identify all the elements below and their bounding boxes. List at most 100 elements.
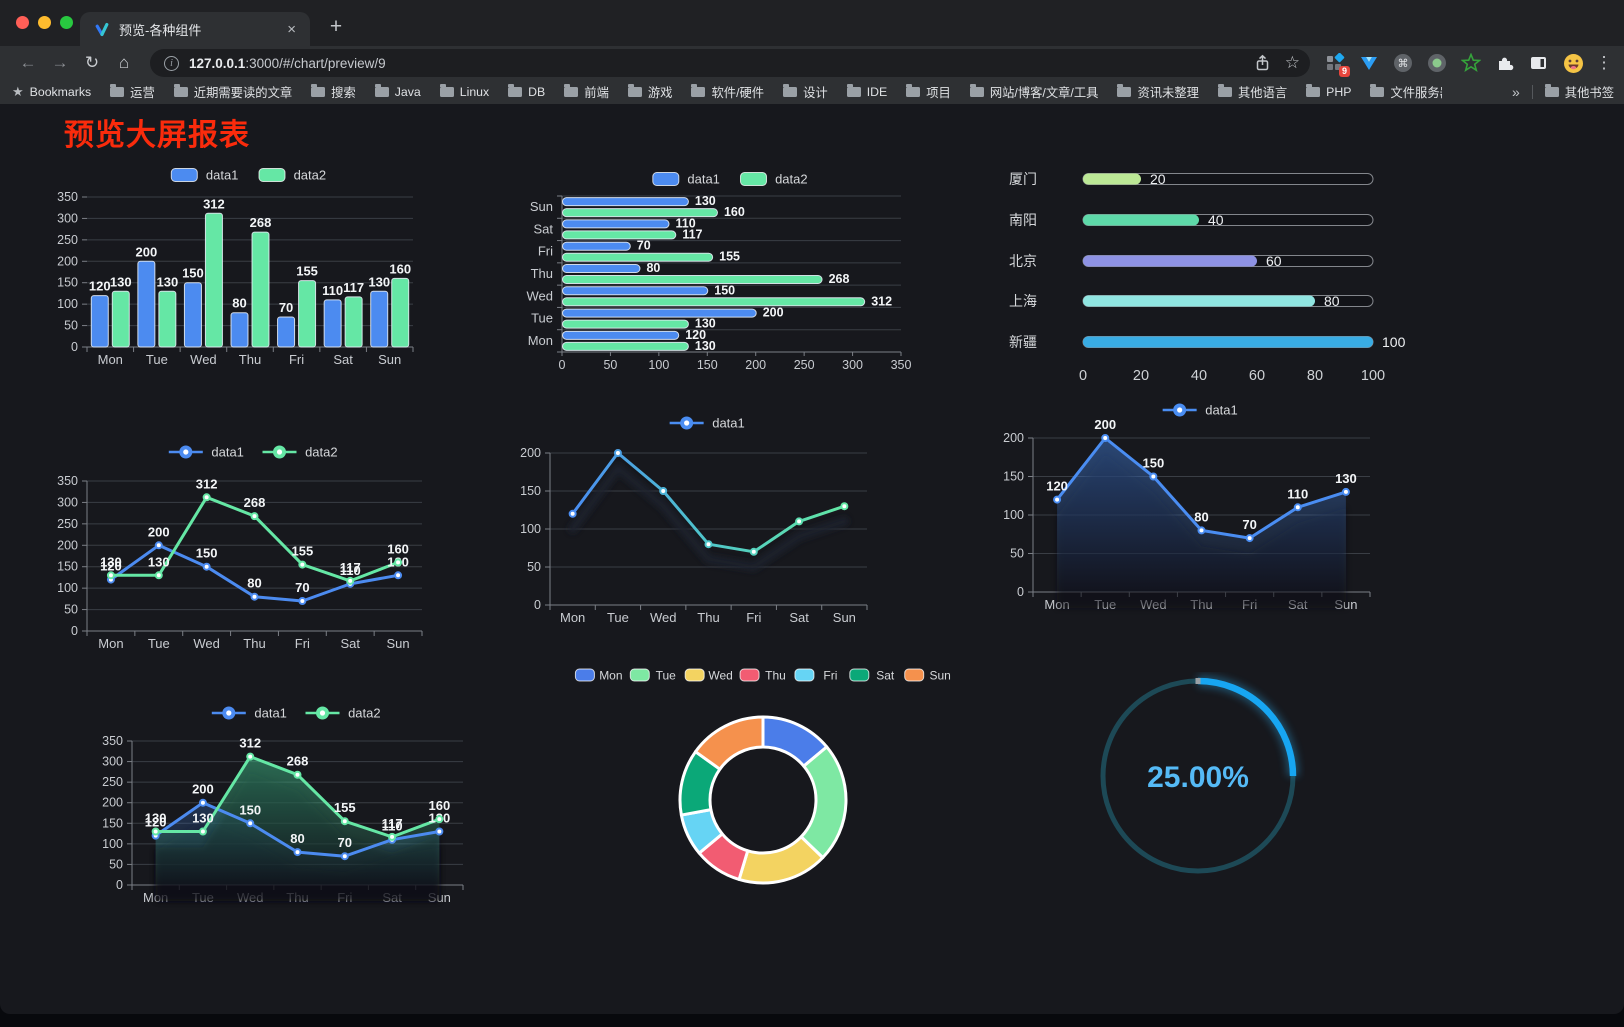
legend-item-Fri[interactable]: Fri — [794, 668, 837, 682]
legend-item-data1[interactable]: data1 — [211, 706, 287, 721]
site-info-icon[interactable]: i — [164, 55, 179, 71]
legend-item-data2[interactable]: data2 — [262, 445, 338, 460]
legend-item-data1[interactable]: data1 — [652, 172, 720, 187]
bookmark-folder[interactable]: 设计 — [783, 83, 828, 101]
bookmark-folder[interactable]: Linux — [439, 84, 489, 99]
svg-text:20: 20 — [1150, 171, 1166, 187]
marker — [1197, 526, 1206, 535]
marker — [613, 449, 622, 457]
svg-text:50: 50 — [1010, 547, 1024, 561]
tab-close-icon[interactable]: × — [287, 20, 296, 38]
sidepanel-icon[interactable] — [1528, 52, 1550, 74]
vue-devtools-icon[interactable] — [1358, 52, 1380, 74]
svg-text:80: 80 — [1307, 368, 1323, 384]
forward-icon[interactable]: → — [51, 53, 69, 72]
bookmark-folder[interactable]: 文件服务器 — [1370, 83, 1442, 101]
new-tab-button[interactable]: + — [329, 15, 343, 38]
bar-data2-Mon — [562, 341, 689, 351]
extension-grid-icon[interactable]: 9 — [1324, 52, 1350, 77]
bookmark-folder[interactable]: 近期需要读的文章 — [173, 83, 292, 101]
svg-text:268: 268 — [244, 495, 266, 510]
bookmarks-manager[interactable]: ★ Bookmarks — [12, 84, 91, 100]
bookmark-folder[interactable]: 游戏 — [627, 83, 672, 101]
svg-text:200: 200 — [1094, 417, 1116, 432]
other-bookmarks[interactable]: 其他书签 — [1544, 83, 1614, 101]
legend-item-data1[interactable]: data1 — [669, 416, 745, 431]
legend-item-data2[interactable]: data2 — [740, 172, 808, 187]
legend-item-Sat[interactable]: Sat — [849, 668, 895, 682]
svg-text:130: 130 — [157, 274, 179, 289]
marker — [1245, 534, 1254, 543]
bookmark-folder[interactable]: PHP — [1306, 84, 1351, 99]
svg-text:150: 150 — [697, 358, 718, 372]
bookmark-star-icon[interactable]: ☆ — [1284, 53, 1300, 72]
legend-item-Sun[interactable]: Sun — [904, 668, 951, 682]
svg-text:110: 110 — [340, 563, 361, 578]
legend-item-Tue[interactable]: Tue — [629, 668, 676, 682]
bookmark-folder[interactable]: 资讯未整理 — [1117, 83, 1199, 101]
bookmarks-overflow-icon[interactable]: » — [1512, 84, 1520, 100]
svg-text:Fri: Fri — [823, 668, 837, 682]
legend-item-data2[interactable]: data2 — [258, 168, 326, 183]
bookmark-folder[interactable]: IDE — [846, 84, 887, 99]
svg-text:Mon: Mon — [528, 333, 553, 348]
bookmark-folder[interactable]: DB — [508, 84, 545, 99]
folder-icon — [1370, 84, 1385, 97]
svg-text:100: 100 — [57, 581, 78, 595]
bookmark-folder-label: 搜索 — [331, 86, 356, 100]
command-extension-icon[interactable]: ⌘ — [1392, 52, 1414, 74]
legend-item-Wed[interactable]: Wed — [684, 668, 733, 682]
svg-text:Thu: Thu — [531, 266, 553, 281]
share-icon[interactable] — [1254, 54, 1271, 72]
window-controls[interactable] — [16, 16, 73, 29]
svg-text:350: 350 — [891, 358, 912, 372]
legend-item-data2[interactable]: data2 — [305, 706, 381, 721]
bookmark-folder[interactable]: 软件/硬件 — [691, 83, 764, 101]
emoji-extension-icon[interactable] — [1562, 52, 1584, 74]
legend-item-data1[interactable]: data1 — [170, 168, 239, 183]
bookmark-folder[interactable]: Java — [374, 84, 421, 99]
legend-item-data1[interactable]: data1 — [1162, 403, 1238, 418]
marker — [106, 571, 115, 580]
bookmark-folder-label: 前端 — [584, 86, 609, 100]
svg-text:data1: data1 — [206, 168, 239, 183]
pie-slice-Tue[interactable] — [799, 745, 848, 860]
bookmarks-label: Bookmarks — [29, 85, 92, 99]
bookmark-folder[interactable]: 项目 — [906, 83, 951, 101]
bookmark-folder[interactable]: 网站/博客/文章/工具 — [969, 83, 1098, 101]
pie-slice-Sun[interactable] — [693, 715, 765, 771]
recorder-extension-icon[interactable] — [1426, 52, 1448, 74]
minimize-window-icon[interactable] — [38, 16, 51, 29]
puzzle-extensions-icon[interactable] — [1494, 52, 1516, 74]
svg-text:南阳: 南阳 — [1009, 212, 1037, 228]
svg-text:Tue: Tue — [531, 311, 553, 326]
reload-icon[interactable]: ↻ — [84, 53, 100, 72]
svg-text:data2: data2 — [305, 445, 338, 460]
svg-text:0: 0 — [71, 340, 78, 354]
bookmark-folder[interactable]: 其他语言 — [1217, 83, 1287, 101]
back-icon[interactable]: ← — [19, 53, 37, 72]
url-text[interactable]: 127.0.0.1:3000/#/chart/preview/9 — [189, 56, 1240, 71]
svg-text:268: 268 — [829, 272, 850, 286]
marker — [1101, 434, 1110, 442]
legend-item-Mon[interactable]: Mon — [574, 668, 623, 682]
bookmark-folder[interactable]: 运营 — [110, 83, 155, 101]
folder-icon — [1117, 84, 1132, 97]
svg-text:50: 50 — [64, 603, 78, 617]
pie-slice-Wed[interactable] — [737, 835, 825, 885]
green-star-extension-icon[interactable] — [1460, 52, 1482, 74]
bookmark-folder[interactable]: 前端 — [564, 83, 609, 101]
svg-text:130: 130 — [148, 554, 170, 569]
svg-text:130: 130 — [110, 274, 132, 289]
maximize-window-icon[interactable] — [60, 16, 73, 29]
browser-menu-icon[interactable]: ⋮ — [1595, 53, 1613, 72]
browser-tab[interactable]: 预览-各种组件 × — [80, 12, 310, 46]
address-bar[interactable]: i 127.0.0.1:3000/#/chart/preview/9 ☆ — [150, 49, 1310, 77]
home-icon[interactable]: ⌂ — [118, 53, 130, 72]
legend-item-data1[interactable]: data1 — [168, 445, 244, 460]
close-window-icon[interactable] — [16, 16, 29, 29]
bookmark-folder[interactable]: 搜索 — [311, 83, 356, 101]
bar-data1-Thu — [230, 312, 249, 348]
svg-text:Sun: Sun — [530, 199, 553, 214]
legend-item-Thu[interactable]: Thu — [739, 668, 786, 682]
